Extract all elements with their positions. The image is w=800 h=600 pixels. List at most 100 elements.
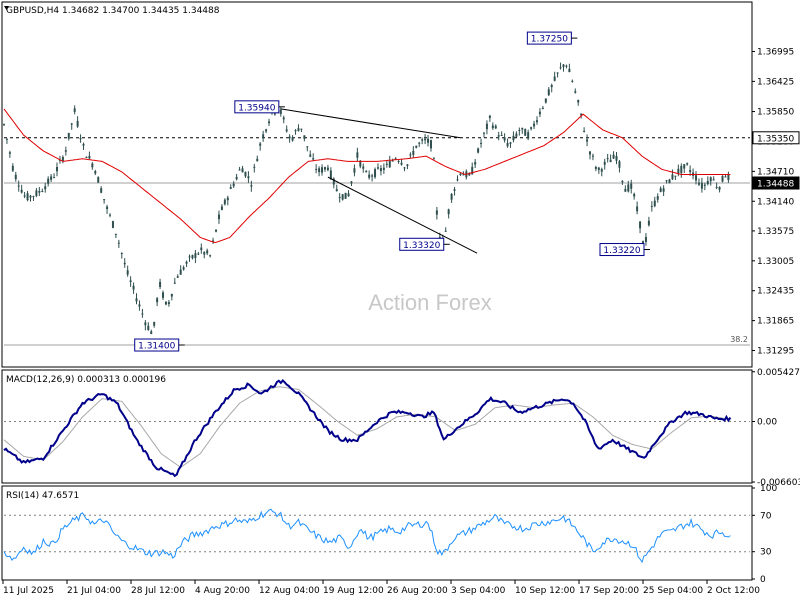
candle-body — [294, 130, 297, 132]
main-panel — [1, 1, 753, 368]
candle-body — [391, 160, 394, 162]
candle-body — [29, 195, 32, 198]
candle-body — [665, 180, 668, 182]
candle-body — [61, 156, 64, 162]
candle-body — [347, 193, 350, 197]
candle-body — [653, 200, 656, 207]
candle-body — [424, 138, 427, 141]
candle-body — [153, 321, 156, 326]
current-price-tag-box — [752, 176, 800, 190]
candle-body — [176, 276, 179, 278]
candle-body — [191, 255, 194, 259]
dropdown-arrow-icon[interactable] — [4, 6, 9, 10]
candle-body — [303, 135, 306, 139]
candle-body — [397, 161, 400, 163]
candle-body — [559, 67, 562, 69]
candle-body — [568, 68, 571, 73]
y-tick-label: 1.33575 — [757, 227, 794, 237]
candle-body — [156, 298, 159, 303]
candle-body — [712, 179, 715, 181]
candle-body — [259, 143, 262, 146]
candle-body — [518, 130, 521, 132]
candle-body — [335, 189, 338, 192]
rsi-series — [3, 508, 750, 564]
candle-body — [580, 113, 583, 116]
candle-body — [97, 177, 100, 183]
candle-body — [435, 210, 438, 215]
candle-body — [589, 151, 592, 155]
candle-body — [359, 160, 362, 167]
candle-body — [173, 282, 176, 284]
candle-body — [382, 167, 385, 170]
candle-body — [250, 185, 253, 187]
candle-body — [403, 167, 406, 169]
candle-body — [412, 150, 415, 155]
candle-body — [47, 178, 50, 184]
candle-body — [680, 165, 683, 174]
y-tick-label: 1.34710 — [757, 167, 794, 177]
candle-body — [447, 209, 450, 215]
grid-and-levels: 38.2 — [4, 137, 750, 346]
candle-body — [535, 120, 538, 123]
candle-body — [591, 155, 594, 157]
rsi-tick-label: 0 — [760, 575, 766, 585]
candle-body — [695, 175, 698, 181]
trendline — [327, 176, 478, 254]
swing-labels: 1.37250 1.35940 1.33320 1.33220 1.31400 — [134, 31, 650, 352]
candle-body — [677, 168, 680, 174]
candle-body — [53, 177, 56, 179]
candle-body — [689, 170, 692, 173]
candle-body — [247, 176, 250, 179]
candle-body — [67, 132, 70, 139]
candle-body — [194, 253, 197, 259]
y-tick-label: 1.33005 — [757, 257, 794, 267]
candle-body — [512, 135, 515, 141]
candle-body — [594, 166, 597, 169]
moving-average-series — [3, 108, 731, 243]
swing-label: 1.33320 — [403, 241, 440, 251]
candle-body — [627, 184, 630, 192]
x-tick-label: 3 Sep 04:00 — [451, 586, 506, 596]
candle-body — [609, 159, 612, 163]
candle-body — [415, 145, 418, 148]
candle-body — [471, 166, 474, 175]
candle-body — [32, 196, 35, 198]
candle-body — [206, 250, 209, 254]
candle-body — [285, 129, 288, 132]
candle-body — [368, 174, 371, 178]
candle-body — [527, 132, 530, 139]
current-price-tag: 1.34488 — [757, 180, 794, 190]
candle-body — [312, 158, 315, 160]
candle-body — [459, 173, 462, 176]
candle-body — [533, 123, 536, 127]
fib-level-label: 38.2 — [730, 335, 748, 344]
trendlines — [280, 108, 478, 254]
candlestick-series — [3, 62, 730, 335]
candle-body — [630, 183, 633, 189]
candle-body — [497, 135, 500, 137]
candle-body — [715, 186, 718, 188]
candle-body — [597, 167, 600, 170]
y-tick-label: 1.31295 — [757, 347, 794, 357]
candle-body — [485, 123, 488, 130]
trendline — [280, 108, 461, 139]
candle-body — [167, 302, 170, 305]
candle-body — [509, 142, 512, 144]
candle-body — [185, 261, 188, 264]
candle-body — [209, 255, 212, 257]
candle-body — [409, 154, 412, 156]
candle-body — [706, 181, 709, 185]
candle-body — [429, 140, 432, 149]
candle-body — [329, 170, 332, 179]
candle-body — [38, 190, 41, 193]
candle-body — [14, 174, 17, 180]
key-level-tag: 1.35350 — [757, 134, 794, 144]
macd-line — [3, 379, 732, 478]
candle-body — [586, 139, 589, 142]
candle-body — [79, 138, 82, 140]
candle-body — [197, 253, 200, 255]
candle-body — [385, 163, 388, 165]
candle-body — [170, 293, 173, 297]
rsi-title: RSI(14) 47.6571 — [6, 491, 79, 501]
